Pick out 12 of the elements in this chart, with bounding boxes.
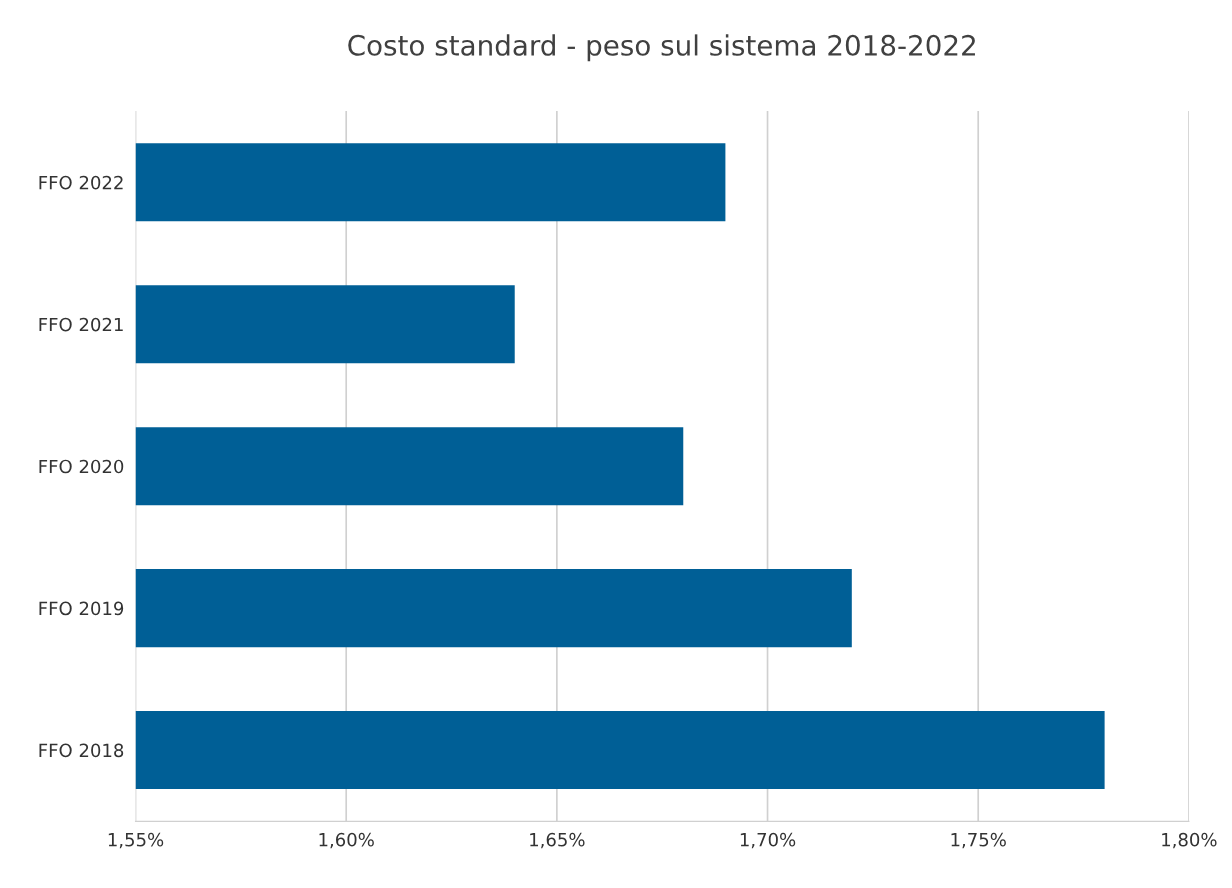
y-tick-label: FFO 2020 — [39, 459, 124, 474]
x-tick-label: 1,70% — [740, 832, 796, 849]
y-tick-label: FFO 2019 — [39, 601, 124, 616]
y-tick-label: FFO 2021 — [39, 317, 123, 332]
y-tick-label: FFO 2022 — [39, 175, 123, 190]
x-tick-label: 1,60% — [319, 832, 374, 849]
x-tick-label: 1,65% — [530, 832, 585, 849]
x-tick-label: 1,80% — [1162, 832, 1217, 849]
x-tick-label: 1,55% — [108, 832, 164, 849]
x-tick-label: 1,75% — [951, 832, 1006, 849]
y-tick-label: FFO 2018 — [39, 743, 124, 758]
chart-title: Costo standard - peso sul sistema 2018-2022 — [348, 34, 975, 62]
